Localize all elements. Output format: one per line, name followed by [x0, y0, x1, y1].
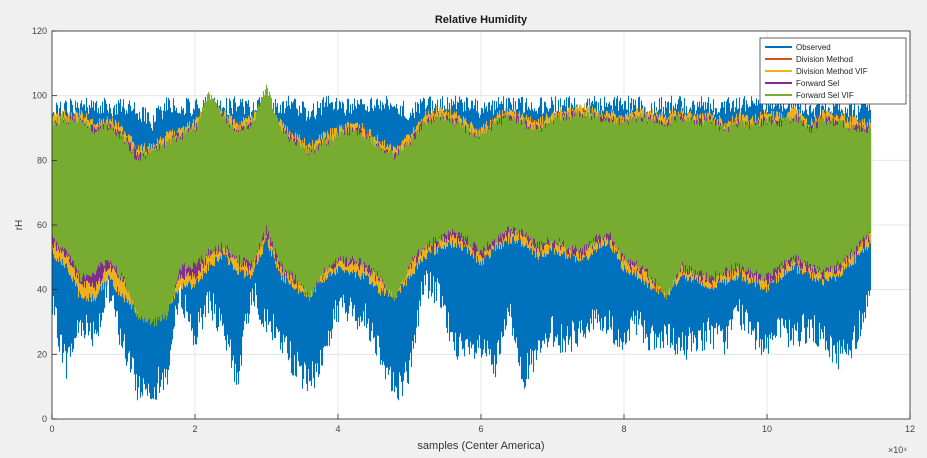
legend-entry-label: Division Method: [796, 55, 853, 64]
legend-entry-label: Division Method VIF: [796, 67, 868, 76]
y-tick-label: 20: [37, 349, 47, 359]
y-axis-label: rH: [14, 220, 25, 231]
x-tick-label: 0: [49, 424, 54, 434]
x-tick-label: 8: [621, 424, 626, 434]
chart-title: Relative Humidity: [435, 14, 528, 26]
x-tick-label: 10: [762, 424, 772, 434]
x-axis-exponent: ×10⁴: [888, 445, 907, 455]
series-forward-sel-vif: [51, 84, 872, 327]
y-tick-label: 100: [32, 91, 47, 101]
y-tick-label: 40: [37, 285, 47, 295]
y-tick-label: 120: [32, 26, 47, 36]
x-tick-label: 4: [335, 424, 340, 434]
legend-entry-label: Observed: [796, 43, 831, 52]
x-axis-label: samples (Center America): [417, 440, 544, 452]
series-layer: [51, 84, 872, 401]
legend: Observed Division Method Division Method V…: [759, 37, 907, 105]
x-tick-label: 6: [478, 424, 483, 434]
legend-entry-label: Forward Sel VIF: [796, 91, 854, 100]
x-tick-label: 2: [192, 424, 197, 434]
y-tick-label: 60: [37, 220, 47, 230]
legend-entry-label: Forward Sel: [796, 79, 839, 88]
y-tick-label: 0: [42, 414, 47, 424]
x-tick-label: 12: [905, 424, 915, 434]
y-tick-label: 80: [37, 155, 47, 165]
